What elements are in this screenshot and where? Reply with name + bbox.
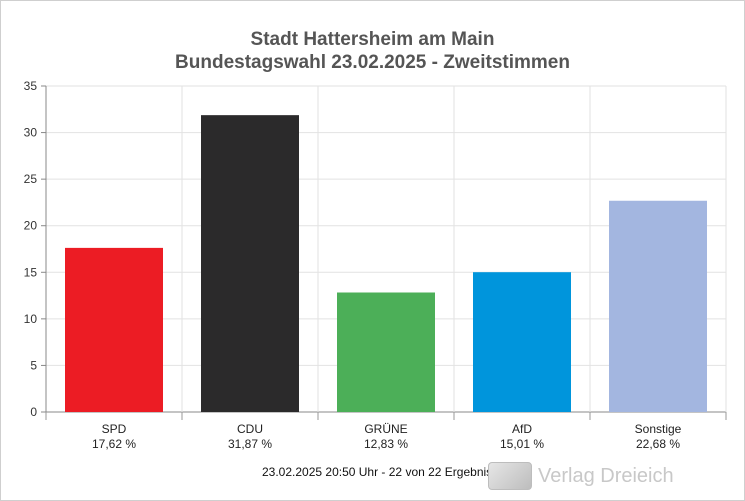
bar-spd: [65, 247, 163, 412]
x-tick-label: SPD: [102, 422, 127, 436]
x-tick-label: GRÜNE: [364, 422, 407, 436]
footer-status: 23.02.2025 20:50 Uhr - 22 von 22 Ergebni…: [262, 465, 512, 479]
chart-title: Stadt Hattersheim am Main: [250, 29, 495, 50]
bar-cdu: [201, 115, 299, 412]
data-label: 15,01 %: [500, 437, 544, 451]
y-tick-label: 10: [24, 312, 38, 326]
bar-sonstige: [609, 200, 707, 412]
data-label: 31,87 %: [228, 437, 272, 451]
publisher-logo-icon: [488, 462, 532, 490]
data-label: 12,83 %: [364, 437, 408, 451]
watermark: Verlag Dreieich: [488, 462, 674, 490]
chart-subtitle: Bundestagswahl 23.02.2025 - Zweitstimmen: [175, 52, 570, 73]
data-label: 22,68 %: [636, 437, 680, 451]
x-tick-label: CDU: [237, 422, 263, 436]
y-tick-label: 25: [24, 172, 38, 186]
bar-grüne: [337, 292, 435, 412]
y-tick-label: 15: [24, 265, 38, 279]
y-tick-label: 35: [24, 79, 38, 93]
y-tick-label: 30: [24, 126, 38, 140]
watermark-text: Verlag Dreieich: [538, 464, 674, 487]
y-tick-label: 5: [30, 358, 37, 372]
x-tick-label: Sonstige: [635, 422, 682, 436]
bar-afd: [473, 272, 571, 412]
y-tick-label: 0: [30, 405, 37, 419]
x-tick-label: AfD: [512, 422, 532, 436]
data-label: 17,62 %: [92, 437, 136, 451]
y-tick-label: 20: [24, 219, 38, 233]
